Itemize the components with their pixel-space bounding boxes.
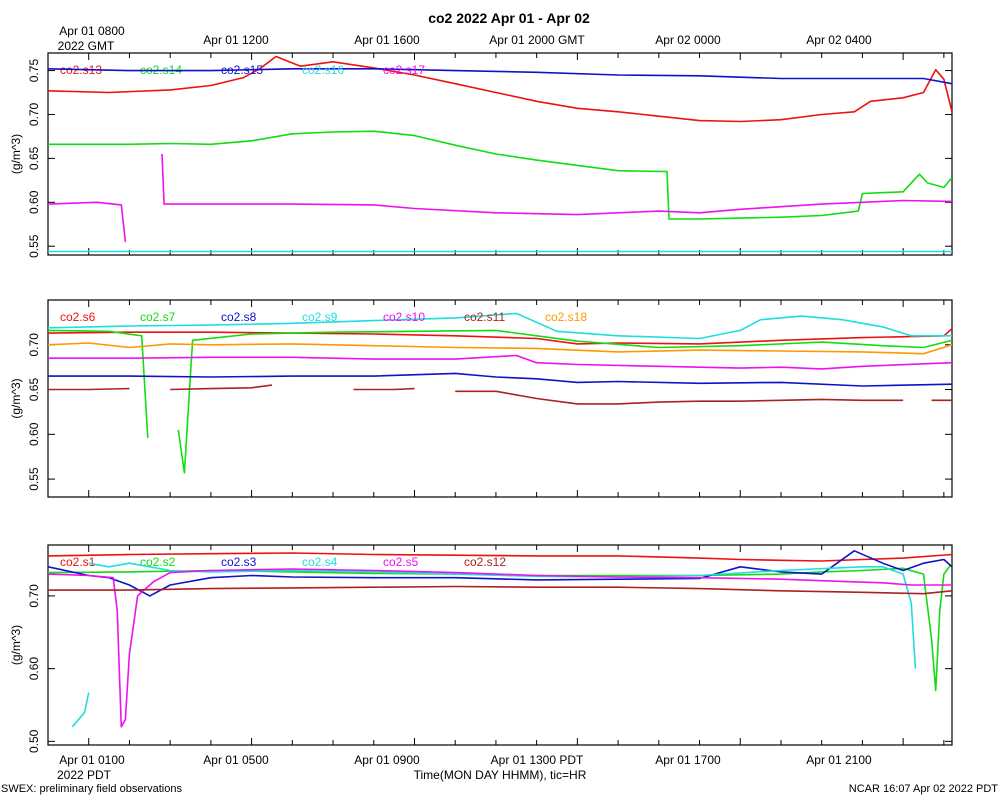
series-line-co2-s18 — [48, 342, 952, 355]
y-tick-label: 0.70 — [27, 333, 41, 357]
pdt-label: Apr 01 1300 PDT — [491, 753, 584, 767]
legend-label: co2.s5 — [383, 555, 419, 569]
y-tick-label: 0.65 — [27, 378, 41, 402]
legend-label: co2.s11 — [464, 310, 505, 324]
series-line-co2-s6 — [48, 328, 952, 345]
series-line-co2-s3 — [48, 550, 952, 597]
panel-2: 0.55 0.60 0.65 0.70 (g/m^3) co2.s6 co2.s7 co2.s… — [9, 299, 953, 498]
y-tick-label: 0.75 — [27, 59, 41, 83]
legend-label: co2.s2 — [140, 555, 176, 569]
y-axis-label: (g/m^3) — [9, 134, 23, 174]
gmt-label: Apr 02 0400 — [806, 33, 872, 47]
series-line-co2-s2 — [48, 562, 952, 692]
gmt-first-label-line2: 2022 GMT — [58, 39, 115, 53]
pdt-label: Apr 01 0500 — [203, 753, 269, 767]
y-tick-label: 0.65 — [27, 146, 41, 170]
legend-label: co2.s8 — [221, 310, 257, 324]
series-line-co2-s17 — [48, 153, 952, 242]
series-line-co2-s14 — [48, 130, 952, 220]
gmt-label: Apr 01 2000 GMT — [489, 33, 585, 47]
series-line-co2-s4 — [71, 562, 917, 728]
legend-label: co2.s4 — [302, 555, 338, 569]
series-line-co2-s15 — [48, 68, 952, 85]
series-line-co2-s9 — [48, 312, 952, 340]
y-tick-label: 0.70 — [27, 102, 41, 126]
y-tick-label: 0.55 — [27, 467, 41, 491]
x-axis-label: Time(MON DAY HHMM), tic=HR — [414, 768, 587, 782]
series-line-co2-s1 — [48, 552, 952, 562]
pdt-label: Apr 01 0900 — [354, 753, 420, 767]
pdt-label: Apr 01 1700 — [655, 753, 721, 767]
panels: 0.550.600.650.700.75(g/m^3)co2.s13 co2.s1… — [9, 52, 953, 753]
gmt-label: Apr 01 1200 — [203, 33, 269, 47]
series-line-co2-s7 — [48, 329, 952, 474]
plot-frame — [47, 544, 953, 746]
plot-frame — [47, 52, 953, 256]
pdt-label: Apr 01 0100 — [59, 753, 125, 767]
footer-left-note: SWEX: preliminary field observations — [1, 783, 182, 795]
gmt-first-label-line1: Apr 01 0800 — [59, 24, 125, 38]
figure-title: co2 2022 Apr 01 - Apr 02 — [428, 10, 590, 26]
y-axis-label: (g/m^3) — [9, 625, 23, 665]
legend-label: co2.s9 — [302, 310, 338, 324]
series-line-co2-s10 — [48, 354, 952, 370]
legend-label: co2.s1 — [60, 555, 96, 569]
legend-label: co2.s16 — [302, 63, 344, 77]
legend-label: co2.s12 — [464, 555, 506, 569]
series-line-co2-s11 — [48, 384, 952, 405]
y-axis-label: (g/m^3) — [9, 378, 23, 418]
y-tick-label: 0.50 — [27, 729, 41, 753]
legend-label: co2.s18 — [545, 310, 587, 324]
legend-label: co2.s6 — [60, 310, 96, 324]
series-line-co2-s13 — [48, 55, 952, 123]
panel-3: 0.50 0.60 0.70 (g/m^3) co2.s1 co2.s2 co2.s3 co2… — [9, 544, 953, 753]
panel-1: 0.550.600.650.700.75(g/m^3)co2.s13 co2.s1… — [9, 52, 953, 258]
gmt-label: Apr 01 1600 — [354, 33, 420, 47]
series-line-co2-s12 — [48, 585, 952, 595]
plot-frame — [47, 299, 953, 498]
legend-label: co2.s7 — [140, 310, 176, 324]
y-tick-label: 0.60 — [27, 190, 41, 214]
pdt-footer: Apr 01 0100 Apr 01 0500 Apr 01 0900 Apr … — [57, 753, 872, 782]
y-tick-label: 0.70 — [27, 584, 41, 608]
legend-label: co2.s15 — [221, 63, 263, 77]
y-tick-label: 0.60 — [27, 422, 41, 446]
y-tick-label: 0.55 — [27, 234, 41, 258]
series-line-co2-s8 — [48, 372, 952, 387]
legend-label: co2.s3 — [221, 555, 257, 569]
gmt-header: Apr 01 0800 2022 GMT Apr 01 1200 Apr 01 … — [58, 24, 872, 53]
series-line-co2-s5 — [48, 568, 952, 728]
legend-label: co2.s17 — [383, 63, 425, 77]
y-tick-label: 0.60 — [27, 657, 41, 681]
pdt-year-label: 2022 PDT — [57, 768, 112, 782]
pdt-label: Apr 01 2100 — [806, 753, 872, 767]
gmt-label: Apr 02 0000 — [655, 33, 721, 47]
footer-right-note: NCAR 16:07 Apr 02 2022 PDT — [849, 783, 998, 795]
legend-label: co2.s10 — [383, 310, 425, 324]
